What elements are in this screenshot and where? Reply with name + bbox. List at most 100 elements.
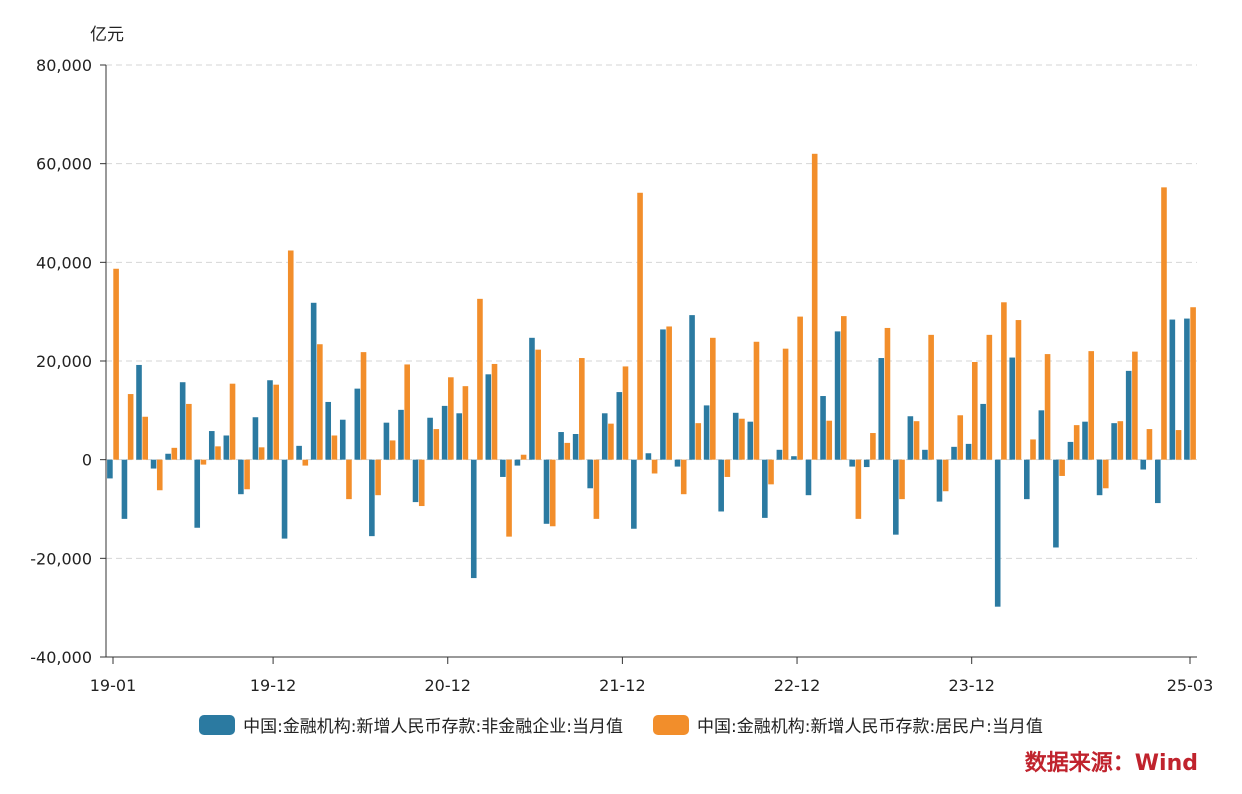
bar-s1-22-02 bbox=[651, 459, 658, 474]
bar-s0-23-08 bbox=[907, 416, 914, 460]
bar-s1-23-02 bbox=[826, 420, 833, 460]
bar-s1-20-03 bbox=[317, 344, 323, 460]
bar-s1-22-10 bbox=[768, 459, 774, 485]
bar-s1-21-04 bbox=[506, 459, 512, 537]
bar-s0-22-06 bbox=[703, 405, 710, 460]
bar-s1-24-04 bbox=[1030, 439, 1036, 460]
bar-s0-23-11 bbox=[951, 446, 957, 460]
bar-s0-20-10 bbox=[412, 459, 419, 503]
bar-s0-22-08 bbox=[732, 412, 739, 460]
bar-s1-19-09 bbox=[229, 383, 236, 460]
bar-s1-20-12 bbox=[448, 377, 454, 460]
bar-s1-21-09 bbox=[579, 358, 585, 460]
bar-s1-20-06 bbox=[360, 352, 367, 460]
bar-s0-23-07 bbox=[893, 459, 899, 535]
bar-s0-20-08 bbox=[383, 422, 390, 460]
bar-s0-21-07 bbox=[543, 459, 550, 524]
bar-s0-24-04 bbox=[1024, 459, 1030, 500]
y-tick-label-4: 40,000 bbox=[36, 253, 92, 272]
bar-s0-20-12 bbox=[441, 405, 448, 460]
bar-s1-20-10 bbox=[418, 459, 425, 507]
bar-s0-25-01 bbox=[1154, 459, 1161, 504]
bar-s0-20-09 bbox=[398, 409, 404, 460]
bar-s0-24-11 bbox=[1125, 370, 1132, 460]
bar-s0-24-12 bbox=[1140, 459, 1147, 470]
bar-s1-20-01 bbox=[287, 250, 294, 460]
bar-s1-22-08 bbox=[739, 418, 745, 460]
bar-s1-24-03 bbox=[1015, 320, 1022, 460]
bar-s0-19-02 bbox=[121, 459, 128, 519]
bar-s1-21-10 bbox=[593, 459, 600, 519]
y-tick-label-0: -40,000 bbox=[30, 648, 92, 667]
bar-s0-19-11 bbox=[252, 417, 259, 460]
y-tick-label-3: 20,000 bbox=[36, 352, 92, 371]
bar-s0-19-01 bbox=[107, 459, 113, 479]
bar-s1-24-01 bbox=[986, 334, 993, 460]
bar-s1-22-07 bbox=[724, 459, 731, 477]
bar-s1-21-11 bbox=[608, 423, 614, 460]
bar-s1-20-04 bbox=[331, 435, 338, 460]
bar-s0-23-06 bbox=[878, 358, 885, 460]
bar-s0-19-07 bbox=[194, 459, 201, 528]
bar-s1-24-05 bbox=[1044, 354, 1051, 460]
bar-s0-24-10 bbox=[1111, 423, 1117, 460]
bar-s0-22-10 bbox=[762, 459, 768, 518]
bar-s0-21-11 bbox=[601, 413, 608, 460]
bar-s1-22-09 bbox=[753, 341, 760, 460]
bar-s0-21-02 bbox=[470, 459, 477, 579]
y-tick-label-6: 80,000 bbox=[36, 56, 92, 75]
bar-s0-21-05 bbox=[514, 459, 521, 466]
bar-s1-24-08 bbox=[1088, 351, 1095, 460]
bar-s0-23-03 bbox=[834, 331, 841, 460]
bar-s0-21-12 bbox=[616, 392, 623, 460]
bar-s0-21-01 bbox=[456, 413, 462, 460]
bar-s1-25-03 bbox=[1190, 307, 1196, 460]
bar-s0-22-07 bbox=[718, 459, 724, 512]
bar-s1-23-12 bbox=[971, 361, 978, 460]
bar-s0-19-09 bbox=[223, 435, 230, 460]
bar-s1-21-03 bbox=[491, 363, 498, 460]
bar-s0-20-07 bbox=[369, 459, 375, 537]
bar-chart: -40,000 -20,000 0 20,000 40,000 60,000 80,000 1… bbox=[30, 25, 1214, 695]
bar-s1-22-05 bbox=[695, 423, 702, 460]
bar-s1-21-05 bbox=[520, 454, 527, 460]
bar-s0-20-01 bbox=[281, 459, 288, 539]
bar-s1-19-08 bbox=[215, 446, 221, 460]
bar-s0-20-03 bbox=[310, 302, 317, 460]
x-tick-label-0: 19-01 bbox=[90, 676, 137, 695]
bar-s1-23-05 bbox=[870, 433, 876, 460]
bar-s1-23-06 bbox=[884, 327, 891, 460]
y-tick-label-5: 60,000 bbox=[36, 155, 92, 174]
bar-s0-23-10 bbox=[936, 459, 943, 502]
bar-s1-19-06 bbox=[186, 403, 192, 460]
legend-label-enterprise: 中国:金融机构:新增人民币存款:非金融企业:当月值 bbox=[243, 717, 623, 737]
bar-s1-23-09 bbox=[928, 334, 934, 460]
legend-item-household: 中国:金融机构:新增人民币存款:居民户:当月值 bbox=[653, 712, 1043, 737]
bar-s1-20-02 bbox=[302, 459, 309, 466]
bar-s0-20-02 bbox=[296, 445, 302, 460]
bar-s0-21-09 bbox=[572, 434, 579, 460]
bar-s0-19-12 bbox=[267, 380, 273, 460]
bar-s1-19-10 bbox=[244, 459, 250, 490]
bar-s1-24-06 bbox=[1059, 459, 1065, 476]
bar-s0-22-09 bbox=[747, 421, 754, 460]
x-tick-label-6: 25-03 bbox=[1167, 676, 1214, 695]
bar-s0-24-05 bbox=[1038, 410, 1045, 460]
bar-s0-21-03 bbox=[485, 374, 492, 460]
bar-s1-21-01 bbox=[462, 386, 469, 460]
x-tick-label-3: 21-12 bbox=[599, 676, 646, 695]
bar-s1-25-02 bbox=[1175, 430, 1182, 460]
bar-s0-20-06 bbox=[354, 388, 361, 460]
bar-s1-25-01 bbox=[1161, 187, 1167, 460]
bar-s1-21-12 bbox=[622, 366, 629, 460]
bar-s0-22-12 bbox=[791, 456, 797, 460]
bar-s0-22-11 bbox=[776, 449, 783, 460]
bar-s1-21-02 bbox=[477, 298, 483, 460]
bar-s1-22-12 bbox=[797, 316, 803, 460]
bar-s0-22-01 bbox=[631, 459, 637, 529]
bar-s1-21-07 bbox=[549, 459, 556, 527]
y-tick-label-2: 0 bbox=[82, 451, 92, 470]
bar-s1-23-01 bbox=[811, 153, 818, 460]
bar-s1-22-01 bbox=[637, 192, 643, 460]
bar-s0-24-07 bbox=[1067, 441, 1074, 460]
